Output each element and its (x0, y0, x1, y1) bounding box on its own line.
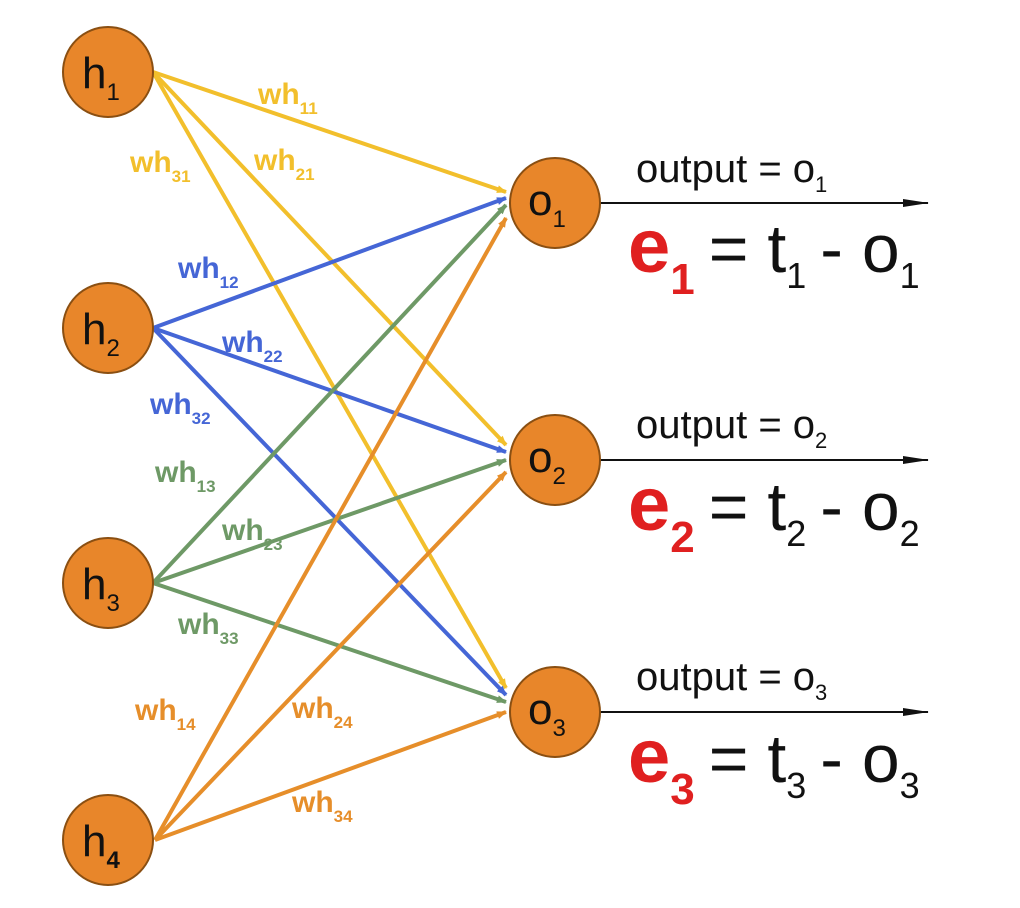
error-equations: e1 = t1- o1 e2 = t2- o2 e3 = t3- o3 (628, 204, 920, 814)
svg-text:h3: h3 (82, 560, 120, 617)
edge-h1-o3 (151, 71, 508, 689)
svg-text:o3: o3 (528, 685, 566, 742)
edge-h1-o2 (151, 70, 508, 447)
hidden-node-h3: h3 (62, 537, 154, 629)
output-label-3: output = o3 (636, 655, 827, 705)
edge-h1-o1 (152, 70, 507, 194)
svg-text:h1: h1 (82, 49, 120, 106)
edge-h3-o3 (152, 581, 507, 704)
weight-label-wh31: wh31 (129, 146, 191, 186)
node-label: h (82, 560, 106, 609)
connections (151, 70, 508, 842)
weight-label-wh34: wh34 (291, 786, 353, 826)
hidden-node-h1: h1 (62, 26, 154, 118)
weight-label-wh23: wh23 (221, 514, 283, 554)
node-label: o (528, 176, 552, 225)
edge-h3-o1 (151, 203, 508, 585)
node-label: o (528, 433, 552, 482)
svg-text:o2: o2 (528, 433, 566, 490)
weight-label-wh24: wh24 (291, 692, 353, 732)
output-labels: output = o1 output = o2 output = o3 (636, 147, 827, 705)
edge-h2-o3 (151, 326, 508, 697)
hidden-layer: h1 h2 h3 h4 (62, 26, 154, 886)
weight-labels: wh11 wh21 wh31 wh12 wh22 wh32 wh13 wh23 … (129, 78, 353, 826)
output-layer: o1 o2 o3 (509, 157, 601, 758)
weight-label-wh22: wh22 (221, 326, 283, 366)
output-node-o1: o1 (509, 157, 601, 249)
weight-label-wh21: wh21 (253, 144, 315, 184)
error-equation-2: e2 = t2- o2 (628, 462, 920, 562)
svg-text:h2: h2 (82, 305, 120, 362)
weight-label-wh32: wh32 (149, 388, 211, 428)
error-equation-1: e1 = t1- o1 (628, 204, 920, 304)
edge-h2-o2 (152, 326, 507, 454)
output-label-2: output = o2 (636, 403, 827, 453)
weight-label-wh14: wh14 (134, 694, 196, 734)
output-node-o2: o2 (509, 414, 601, 506)
svg-text:h4: h4 (82, 817, 120, 874)
weight-label-wh33: wh33 (177, 608, 239, 648)
output-label-1: output = o1 (636, 147, 827, 197)
weight-label-wh13: wh13 (154, 456, 216, 496)
edge-h2-o1 (152, 196, 507, 330)
edge-h4-o3 (154, 710, 507, 842)
output-arrows (600, 199, 929, 716)
output-node-o3: o3 (509, 666, 601, 758)
error-equation-3: e3 = t3- o3 (628, 714, 920, 814)
node-label: h (82, 49, 106, 98)
hidden-node-h4: h4 (62, 794, 154, 886)
edge-h4-o1 (153, 217, 508, 841)
edge-h4-o2 (153, 470, 508, 842)
svg-text:o1: o1 (528, 176, 566, 233)
edge-h3-o2 (152, 458, 507, 585)
node-label: o (528, 685, 552, 734)
weight-label-wh12: wh12 (177, 252, 239, 292)
node-label: h (82, 817, 106, 866)
hidden-node-h2: h2 (62, 282, 154, 374)
node-label: h (82, 305, 106, 354)
weight-label-wh11: wh11 (257, 78, 318, 118)
